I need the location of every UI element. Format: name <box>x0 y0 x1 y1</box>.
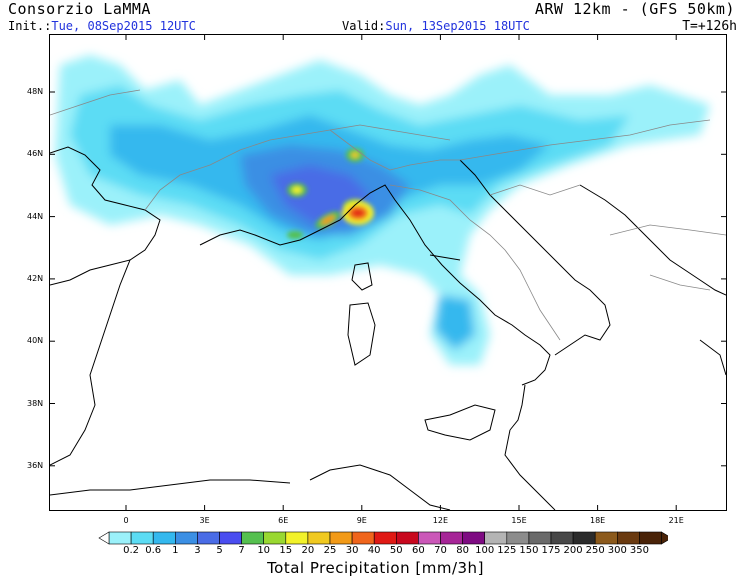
colorbar-cell <box>594 531 618 545</box>
colorbar-label: 80 <box>456 545 469 556</box>
init-time: Init.:Tue, 08Sep2015 12UTC <box>8 19 196 33</box>
colorbar-label: 15 <box>279 545 293 556</box>
precipitation-field <box>55 55 710 365</box>
colorbar-label: 150 <box>519 545 539 556</box>
colorbar-label: 200 <box>563 545 583 556</box>
colorbar-title: Total Precipitation [mm/3h] <box>267 559 484 577</box>
colorbar-cell <box>373 531 397 545</box>
latitude-label: 40N <box>27 336 44 346</box>
colorbar-cell <box>219 531 242 545</box>
colorbar-cell <box>197 531 220 545</box>
colorbar-cell <box>263 531 287 545</box>
colorbar-cell <box>616 531 640 545</box>
precipitation-map <box>49 34 727 511</box>
colorbar-label: 40 <box>367 545 381 556</box>
colorbar-label: 1 <box>172 545 179 556</box>
colorbar-cell <box>418 531 441 545</box>
colorbar-cell <box>130 531 154 545</box>
colorbar-cell <box>108 531 132 545</box>
longitude-label: 21E <box>668 516 684 525</box>
valid-time: Valid:Sun, 13Sep2015 18UTC <box>342 19 530 33</box>
colorbar-label: 30 <box>345 545 359 556</box>
colorbar-cell <box>152 531 176 545</box>
colorbar-cell <box>550 531 574 545</box>
colorbar-label: 0.2 <box>123 545 140 556</box>
national-borders <box>50 89 726 341</box>
colorbar-cell <box>351 531 375 545</box>
longitude-label: 3E <box>199 516 210 525</box>
colorbar-cell <box>639 531 662 545</box>
longitude-label: 6E <box>278 516 289 525</box>
colorbar-label: 300 <box>607 545 627 556</box>
colorbar-cell <box>329 531 353 545</box>
colorbar-cell <box>307 531 331 545</box>
colorbar-label: 0.6 <box>145 545 162 556</box>
colorbar-label: 7 <box>238 545 245 556</box>
longitude-label: 0 <box>123 516 129 525</box>
latitude-label: 46N <box>27 149 44 159</box>
longitude-label: 9E <box>356 516 367 525</box>
latitude-label: 36N <box>27 460 44 470</box>
grid-ticks <box>50 35 726 510</box>
colorbar-label: 60 <box>412 545 425 556</box>
latitude-label: 48N <box>27 87 44 96</box>
precipitation-colorbar <box>98 531 668 545</box>
lead-time: T=+126h <box>682 19 737 34</box>
colorbar-cell <box>462 531 486 545</box>
valid-value: Sun, 13Sep2015 18UTC <box>385 19 530 33</box>
longitude-label: 18E <box>589 516 606 525</box>
latitude-label: 44N <box>27 211 44 221</box>
colorbar-label: 250 <box>585 545 605 556</box>
colorbar-label: 100 <box>475 545 495 556</box>
heavy-precip-cores <box>287 148 374 239</box>
init-value: Tue, 08Sep2015 12UTC <box>51 19 196 33</box>
colorbar-label: 25 <box>323 545 337 556</box>
init-label: Init.: <box>8 19 52 33</box>
colorbar-cell <box>572 531 596 545</box>
map-canvas <box>50 35 726 510</box>
colorbar-cell <box>395 531 419 545</box>
longitude-label: 15E <box>511 516 527 525</box>
colorbar-cell <box>484 531 508 545</box>
colorbar-label: 10 <box>257 545 271 556</box>
colorbar-label: 175 <box>541 545 561 556</box>
colorbar-label: 5 <box>216 545 223 556</box>
longitude-label: 12E <box>432 516 449 525</box>
colorbar-label: 20 <box>301 545 315 556</box>
colorbar-label: 70 <box>434 545 447 556</box>
model-title: ARW 12km - (GFS 50km) <box>534 0 735 18</box>
valid-label: Valid: <box>342 19 386 33</box>
colorbar-low-end <box>98 531 110 545</box>
latitude-label: 42N <box>27 273 44 283</box>
organization-title: Consorzio LaMMA <box>8 0 151 18</box>
colorbar-label: 125 <box>497 545 517 556</box>
colorbar-high-end <box>661 531 668 545</box>
colorbar-cell <box>506 531 530 545</box>
coastlines <box>50 146 726 510</box>
colorbar-cell <box>528 531 552 545</box>
colorbar-cell <box>241 531 265 545</box>
colorbar-cell <box>175 531 198 545</box>
colorbar-cell <box>285 531 309 545</box>
colorbar-label: 350 <box>629 545 649 556</box>
latitude-label: 38N <box>27 398 44 408</box>
colorbar-label: 3 <box>194 545 201 556</box>
colorbar-label: 50 <box>389 545 403 556</box>
colorbar-cell <box>440 531 463 545</box>
